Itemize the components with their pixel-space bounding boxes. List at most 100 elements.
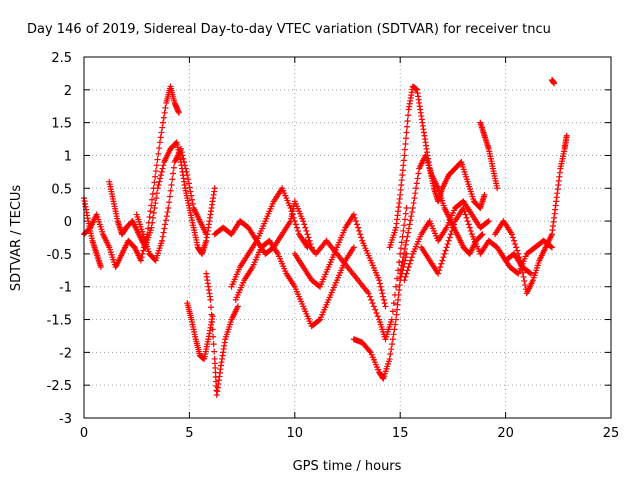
y-tick-label: -1 bbox=[59, 281, 72, 296]
data-point bbox=[151, 204, 158, 211]
data-point bbox=[365, 290, 372, 297]
data-point bbox=[150, 209, 157, 216]
x-tick-label: 0 bbox=[80, 426, 88, 441]
data-point bbox=[508, 231, 515, 238]
data-point bbox=[156, 178, 163, 185]
data-point bbox=[382, 303, 389, 310]
data-point bbox=[464, 218, 471, 225]
x-tick-label: 15 bbox=[392, 426, 409, 441]
data-point bbox=[146, 213, 153, 220]
data-point bbox=[484, 218, 491, 225]
data-point bbox=[467, 227, 474, 234]
y-tick-label: 0 bbox=[64, 215, 72, 230]
data-point bbox=[439, 257, 446, 264]
data-point bbox=[189, 200, 196, 207]
x-tick-label: 25 bbox=[603, 426, 620, 441]
data-point bbox=[409, 209, 416, 216]
data-point bbox=[140, 247, 147, 254]
data-point bbox=[415, 170, 422, 177]
data-point bbox=[181, 159, 188, 166]
data-point bbox=[401, 146, 408, 153]
data-point bbox=[516, 254, 523, 261]
data-point bbox=[413, 185, 420, 192]
data-point bbox=[139, 250, 146, 257]
data-point bbox=[159, 124, 166, 131]
data-point bbox=[397, 266, 404, 273]
data-points bbox=[81, 76, 570, 399]
data-point bbox=[159, 165, 166, 172]
data-point bbox=[355, 224, 362, 231]
data-point bbox=[388, 346, 395, 353]
data-point bbox=[520, 273, 527, 280]
data-point bbox=[479, 231, 486, 238]
data-point bbox=[350, 211, 357, 218]
data-point bbox=[403, 204, 410, 211]
data-point bbox=[386, 355, 393, 362]
data-point bbox=[405, 264, 412, 271]
plot-frame bbox=[83, 56, 612, 419]
data-point bbox=[207, 296, 214, 303]
data-point bbox=[398, 262, 405, 269]
series-arc-5 bbox=[184, 300, 216, 362]
y-tick-label: -3 bbox=[59, 412, 72, 427]
data-point bbox=[446, 234, 453, 241]
series-arc-11 bbox=[302, 204, 410, 343]
data-point bbox=[407, 257, 414, 264]
data-point bbox=[163, 213, 170, 220]
data-point bbox=[404, 267, 411, 274]
data-point bbox=[156, 145, 163, 152]
data-point bbox=[551, 80, 558, 87]
data-point bbox=[351, 214, 358, 221]
data-point bbox=[522, 282, 529, 289]
data-point bbox=[152, 168, 159, 175]
data-point bbox=[350, 244, 357, 251]
data-point bbox=[462, 211, 469, 218]
data-point bbox=[380, 296, 387, 303]
data-point bbox=[410, 200, 417, 207]
data-point bbox=[185, 176, 192, 183]
data-point bbox=[168, 181, 175, 188]
data-point bbox=[188, 192, 195, 199]
data-point bbox=[378, 287, 385, 294]
data-point bbox=[155, 150, 162, 157]
data-point bbox=[403, 129, 410, 136]
chart-title: Day 146 of 2019, Sidereal Day-to-day VTE… bbox=[27, 22, 551, 37]
series-arc-19 bbox=[498, 237, 555, 277]
data-point bbox=[209, 326, 216, 333]
series-arc-10 bbox=[291, 211, 389, 310]
data-point bbox=[405, 112, 412, 119]
data-point bbox=[403, 270, 410, 277]
series-arc-7 bbox=[211, 185, 311, 251]
data-point bbox=[405, 225, 412, 232]
data-point bbox=[166, 199, 173, 206]
data-point bbox=[179, 152, 186, 159]
y-tick-label: 2.5 bbox=[51, 51, 72, 66]
data-point bbox=[137, 257, 144, 264]
x-tick-label: 20 bbox=[497, 426, 514, 441]
data-point bbox=[449, 224, 456, 231]
data-point bbox=[387, 351, 394, 358]
data-point bbox=[460, 204, 467, 211]
data-point bbox=[210, 341, 217, 348]
data-point bbox=[182, 165, 189, 172]
data-point bbox=[389, 341, 396, 348]
data-point bbox=[400, 227, 407, 234]
data-point bbox=[404, 123, 411, 130]
data-point bbox=[162, 217, 169, 224]
data-point bbox=[164, 209, 171, 216]
data-point bbox=[210, 333, 217, 340]
data-point bbox=[148, 196, 155, 203]
data-point bbox=[466, 224, 473, 231]
data-point bbox=[485, 218, 492, 225]
data-point bbox=[157, 134, 164, 141]
data-point bbox=[521, 277, 528, 284]
series-arc-9 bbox=[232, 237, 357, 330]
data-point bbox=[366, 293, 373, 300]
data-point bbox=[547, 243, 554, 250]
data-point bbox=[465, 221, 472, 228]
data-point bbox=[402, 273, 409, 280]
data-point bbox=[527, 270, 534, 277]
data-point bbox=[152, 200, 159, 207]
data-point bbox=[159, 233, 166, 240]
data-point bbox=[184, 172, 191, 179]
